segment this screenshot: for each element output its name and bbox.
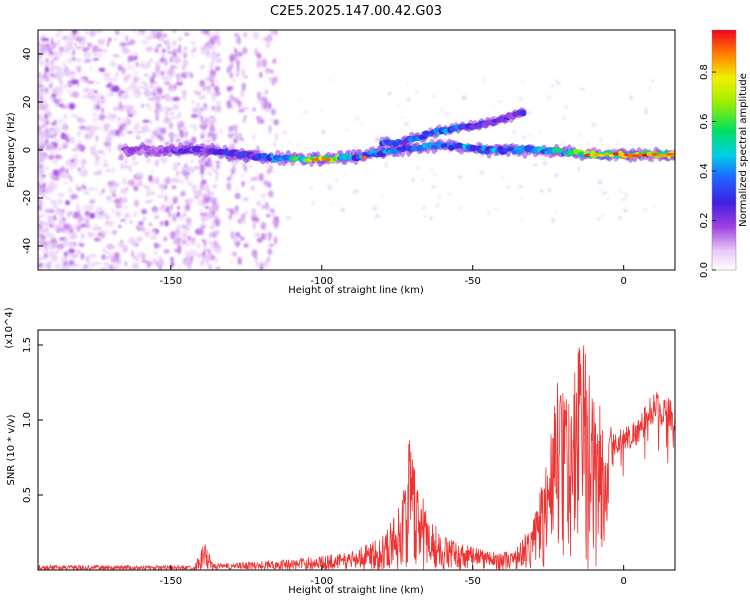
colorbar-tick-label: 0.4 (699, 163, 710, 179)
x-tick-label: -150 (159, 276, 182, 287)
y-tick-label: 0.5 (22, 487, 33, 503)
y-tick-label: -20 (22, 190, 33, 206)
colorbar-tick-label: 0.8 (699, 64, 710, 80)
snr-series-line (38, 345, 675, 570)
snr-frame (37, 329, 676, 571)
x-tick-label: 0 (620, 276, 626, 287)
y-tick-label: 20 (22, 96, 33, 109)
y-tick-label: 1.0 (22, 412, 33, 428)
x-tick-label: 0 (620, 576, 626, 587)
snr-y-ticks: 0.5 1.0 1.5 (22, 337, 43, 503)
colorbar: 0.0 0.2 0.4 0.6 0.8 Normalized spectral ampl… (699, 29, 749, 278)
spectrogram-cloud (38, 30, 656, 270)
x-tick-label: -100 (310, 276, 333, 287)
colorbar-frame (711, 29, 737, 271)
spectrogram-y-label: Frequency (Hz) (6, 112, 17, 188)
spectrogram-y-ticks: -40 -20 0 20 40 (22, 48, 43, 254)
y-tick-label: 1.5 (22, 337, 33, 353)
y-tick-label: -40 (22, 238, 33, 254)
snr-y-multiplier: (x10^4) (4, 307, 15, 348)
spectrogram-x-label: Height of straight line (km) (288, 285, 424, 296)
colorbar-tick-label: 0.6 (699, 114, 710, 130)
spectrogram-band (120, 107, 675, 167)
chart-title: C2E5.2025.147.00.42.G03 (270, 4, 442, 19)
spectrogram-x-ticks: -150 -100 -50 0 (159, 265, 627, 287)
x-tick-label: -150 (159, 576, 182, 587)
y-tick-label: 40 (22, 48, 33, 61)
snr-x-label: Height of straight line (km) (288, 585, 424, 596)
snr-panel: -150 -100 -50 0 0.5 1.0 1.5 Height of straigh… (4, 307, 676, 596)
snr-y-label: SNR (10 * v/v) (6, 414, 17, 485)
colorbar-tick-label: 0.0 (699, 262, 710, 278)
snr-x-ticks: -150 -100 -50 0 (159, 565, 627, 587)
x-tick-label: -100 (310, 576, 333, 587)
x-tick-label: -50 (465, 576, 481, 587)
x-tick-label: -50 (465, 276, 481, 287)
colorbar-gradient (712, 30, 736, 270)
colorbar-ticks: 0.0 0.2 0.4 0.6 0.8 (699, 64, 716, 278)
y-tick-label: 0 (22, 147, 33, 153)
colorbar-label: Normalized spectral amplitude (738, 73, 749, 227)
spectrogram-panel: -150 -100 -50 0 -40 -20 0 20 40 Height of strai… (6, 29, 676, 296)
colorbar-tick-label: 0.2 (699, 213, 710, 229)
